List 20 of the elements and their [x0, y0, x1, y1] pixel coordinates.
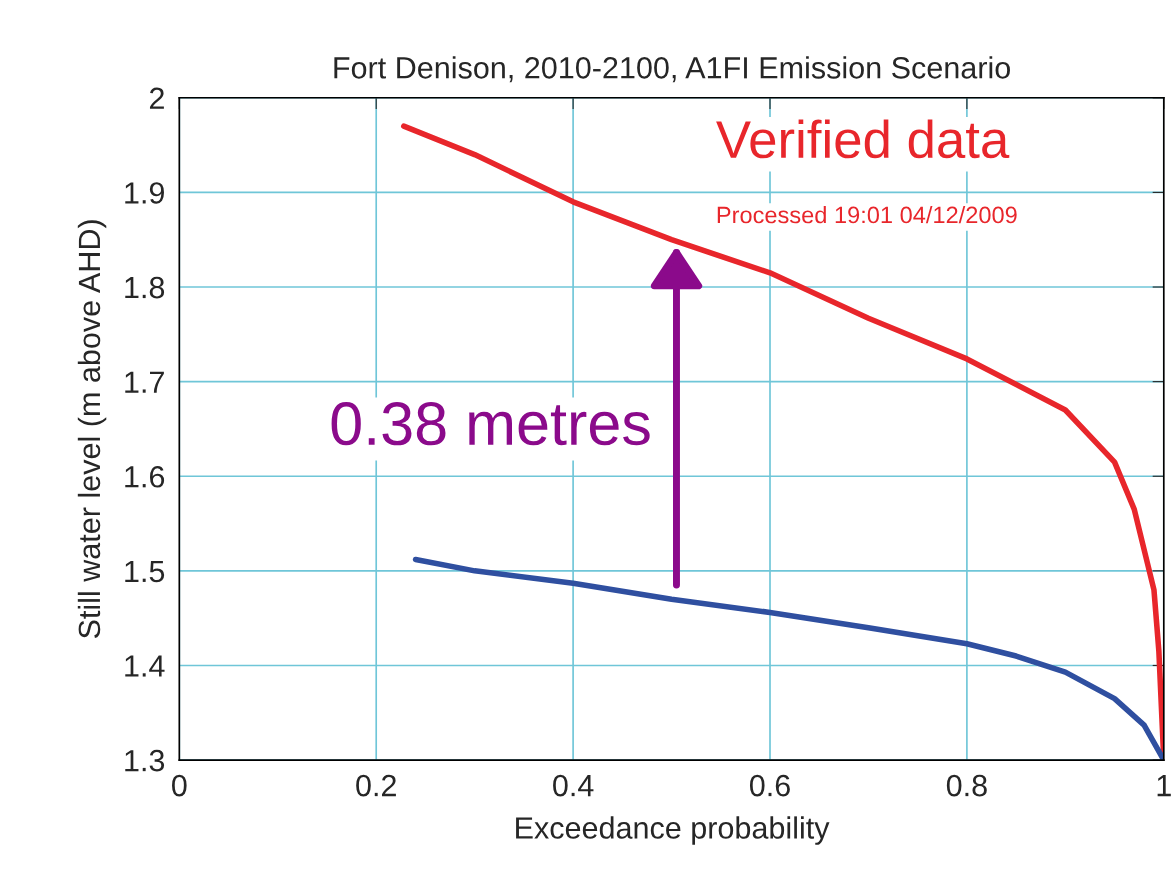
- y-tick-label: 1.7: [125, 371, 164, 393]
- x-tick-label: 0.8: [946, 774, 987, 797]
- x-tick-label: 1: [1157, 775, 1171, 797]
- x-tick-label: 0.4: [553, 774, 594, 797]
- x-tick-label: 0.6: [749, 774, 790, 797]
- x-tick-label: 0.2: [356, 774, 396, 797]
- y-tick-label: 1.8: [125, 276, 165, 299]
- annotation: Verified data: [716, 119, 1010, 159]
- y-tick-label: 2: [149, 87, 164, 109]
- y-tick-label: 1.4: [125, 655, 165, 677]
- x-axis-title: Exceedance probability: [516, 816, 830, 845]
- y-tick-label: 1.5: [125, 560, 165, 583]
- y-tick-label: 1.3: [125, 749, 165, 772]
- annotation: Processed 19:01 04/12/2009: [717, 206, 1017, 224]
- y-tick-label: 1.6: [125, 465, 165, 488]
- x-tick-label: 0: [172, 774, 187, 797]
- y-axis-title: Still water level (m above AHD): [77, 220, 107, 639]
- annotation: 0.38 metres: [331, 402, 650, 446]
- y-tick-label: 1.9: [125, 182, 164, 204]
- chart-title: Fort Denison, 2010-2100, A1FI Emission Scenario: [334, 56, 1010, 83]
